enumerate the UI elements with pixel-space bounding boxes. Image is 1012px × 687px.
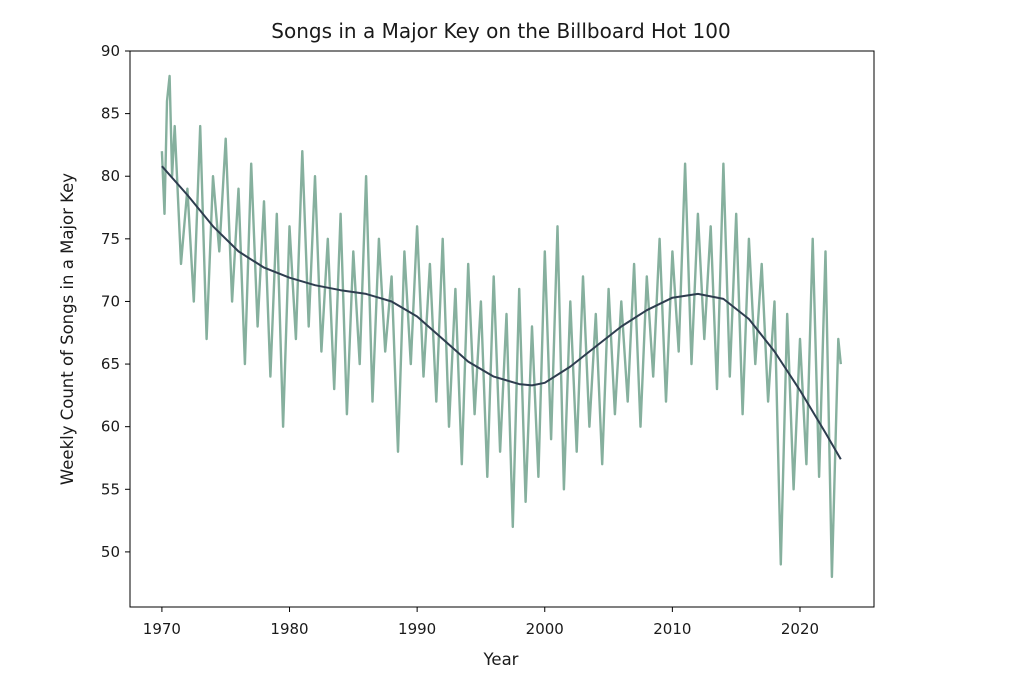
plot-area (160, 74, 842, 579)
weekly-series-line (160, 74, 842, 579)
x-tick-label: 1970 (143, 620, 181, 638)
y-tick-label: 50 (101, 543, 120, 561)
y-tick-label: 55 (101, 480, 120, 498)
x-tick-label: 2010 (653, 620, 691, 638)
plot-frame (129, 50, 875, 608)
x-tick-label: 1980 (270, 620, 308, 638)
series-layer (160, 74, 842, 579)
y-tick-label: 75 (101, 230, 120, 248)
x-tick-label: 1990 (398, 620, 436, 638)
x-tick-label: 2000 (526, 620, 564, 638)
trend-line (161, 165, 842, 460)
y-tick-label: 60 (101, 418, 120, 436)
x-tick-label: 2020 (781, 620, 819, 638)
y-tick-label: 70 (101, 292, 120, 310)
chart-title: Songs in a Major Key on the Billboard Ho… (271, 19, 730, 43)
y-tick-label: 90 (101, 42, 120, 60)
y-axis-label: Weekly Count of Songs in a Major Key (58, 173, 77, 485)
x-axis: 1970 1980 1990 2000 2010 2020 (143, 607, 819, 638)
y-axis: 50 55 60 65 70 75 80 85 90 (101, 42, 130, 561)
x-axis-label: Year (483, 650, 519, 669)
y-tick-label: 65 (101, 355, 120, 373)
y-tick-label: 85 (101, 105, 120, 123)
y-tick-label: 80 (101, 167, 120, 185)
